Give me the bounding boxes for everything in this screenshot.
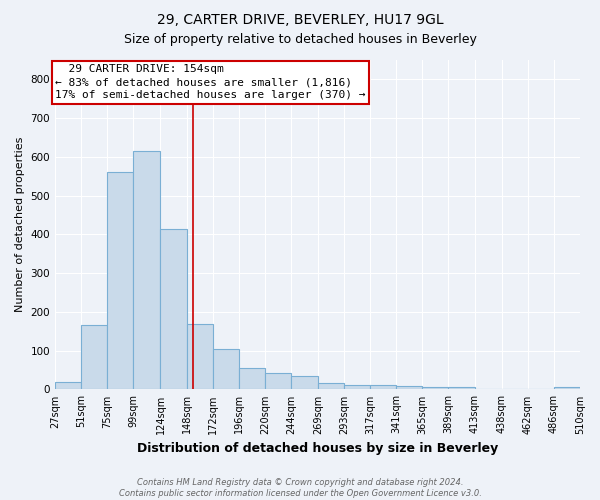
Bar <box>81 326 107 390</box>
Bar <box>344 385 370 390</box>
X-axis label: Distribution of detached houses by size in Beverley: Distribution of detached houses by size … <box>137 442 498 455</box>
Bar <box>55 382 81 390</box>
Text: Contains HM Land Registry data © Crown copyright and database right 2024.
Contai: Contains HM Land Registry data © Crown c… <box>119 478 481 498</box>
Text: 29 CARTER DRIVE: 154sqm
← 83% of detached houses are smaller (1,816)
17% of semi: 29 CARTER DRIVE: 154sqm ← 83% of detache… <box>55 64 365 100</box>
Bar <box>370 385 397 390</box>
Bar <box>554 386 580 390</box>
Bar <box>318 383 344 390</box>
Bar <box>239 368 265 390</box>
Bar <box>422 388 448 390</box>
Bar <box>107 172 133 390</box>
Bar <box>448 388 475 390</box>
Text: Size of property relative to detached houses in Beverley: Size of property relative to detached ho… <box>124 32 476 46</box>
Y-axis label: Number of detached properties: Number of detached properties <box>15 137 25 312</box>
Bar <box>397 386 422 390</box>
Text: 29, CARTER DRIVE, BEVERLEY, HU17 9GL: 29, CARTER DRIVE, BEVERLEY, HU17 9GL <box>157 12 443 26</box>
Bar <box>187 324 212 390</box>
Bar <box>265 373 291 390</box>
Bar <box>133 151 160 390</box>
Bar <box>212 348 239 390</box>
Bar <box>160 228 187 390</box>
Bar <box>291 376 318 390</box>
